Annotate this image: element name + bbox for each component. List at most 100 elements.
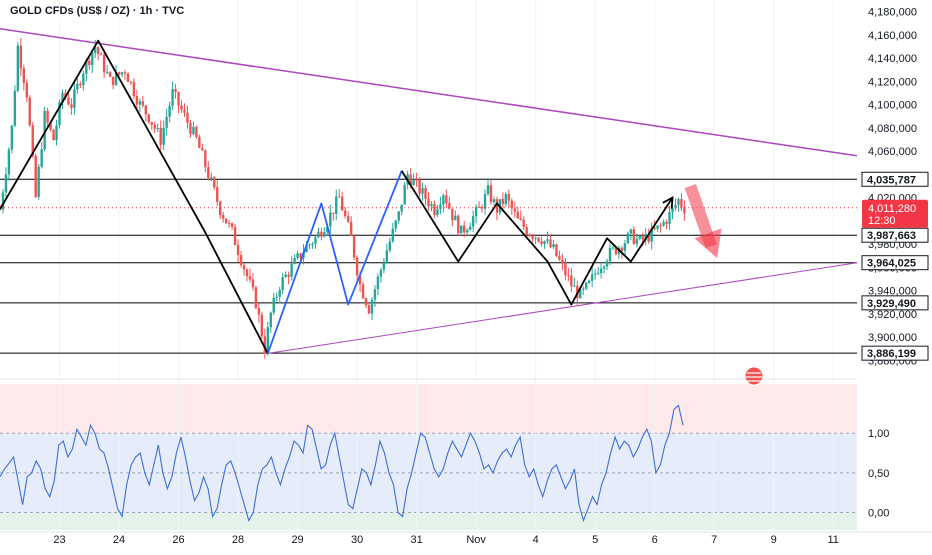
candle-body <box>442 195 445 205</box>
candle-body <box>52 129 55 141</box>
candle-body <box>55 125 58 141</box>
candle-body <box>483 194 487 209</box>
candle-body <box>263 336 267 354</box>
candle-body <box>28 97 31 126</box>
candle-body <box>370 299 374 314</box>
trendline-upper <box>0 28 858 157</box>
candle-body <box>233 226 237 246</box>
candle-body <box>445 195 448 204</box>
level-label-box <box>861 227 929 243</box>
candle-body <box>266 327 270 354</box>
candle-body <box>394 220 397 229</box>
flag-circle <box>744 366 764 386</box>
candle-body <box>430 204 433 207</box>
candle-body <box>329 212 332 227</box>
candle-body <box>421 188 424 194</box>
candle-body <box>376 276 380 290</box>
candle-body <box>22 68 26 83</box>
candle-body <box>126 73 130 82</box>
candle-body <box>602 266 606 269</box>
candle-body <box>281 277 284 291</box>
candle-body <box>587 280 591 283</box>
candle-body <box>153 124 156 129</box>
candle-body <box>460 225 463 234</box>
candle-body <box>138 101 142 105</box>
candle-body <box>335 196 338 214</box>
candle-body <box>290 263 293 277</box>
candle-body <box>424 188 427 199</box>
candle-body <box>16 45 20 91</box>
candle-body <box>183 109 186 113</box>
candle-body <box>489 185 493 203</box>
candle-body <box>31 125 34 156</box>
candle-body <box>388 241 392 251</box>
candle-body <box>224 218 228 224</box>
candle-body <box>537 237 540 242</box>
candle-body <box>207 167 210 179</box>
candle-body <box>400 204 403 212</box>
candle-body <box>0 209 2 211</box>
price-axis-tick: 4,060,000 <box>868 146 917 158</box>
candle-body <box>593 273 597 275</box>
candle-body <box>43 110 46 150</box>
candle-body <box>561 259 564 264</box>
candle-body <box>507 193 511 201</box>
candle-body <box>230 223 234 227</box>
candle-body <box>99 53 103 55</box>
candle-body <box>10 125 14 150</box>
candle-body <box>570 275 573 287</box>
candle-body <box>590 274 594 281</box>
candle-body <box>227 223 231 225</box>
time-axis-tick: 26 <box>172 534 184 546</box>
candle-body <box>358 275 362 285</box>
candle-body <box>501 199 505 205</box>
candle-body <box>204 150 207 168</box>
candle-body <box>567 275 570 277</box>
candle-body <box>477 206 481 208</box>
candle-body <box>195 126 198 138</box>
candle-body <box>61 93 64 103</box>
candle-body <box>564 263 567 276</box>
candle-body <box>346 216 350 222</box>
time-axis-tick: 30 <box>351 534 363 546</box>
candle-body <box>201 147 204 151</box>
candle-body <box>668 212 671 224</box>
candle-body <box>299 253 302 258</box>
price-axis-tick: 4,100,000 <box>868 100 917 112</box>
candle-body <box>385 250 389 264</box>
candle-body <box>287 274 290 277</box>
candle-body <box>236 245 240 256</box>
price-axis-tick: 3,900,000 <box>868 332 917 344</box>
oscillator-axis-tick: 0,00 <box>868 508 889 520</box>
candle-body <box>361 284 365 299</box>
level-label-box <box>861 171 929 187</box>
forecast-arrow-head <box>694 228 722 259</box>
candle-body <box>623 243 627 251</box>
candle-body <box>638 235 641 239</box>
candle-body <box>403 184 406 205</box>
candle-body <box>105 72 109 74</box>
candle-body <box>317 231 320 238</box>
candle-body <box>278 290 281 297</box>
candle-body <box>111 76 115 85</box>
candle-body <box>120 72 124 75</box>
candle-body <box>531 236 534 239</box>
oscillator-axis-tick: 0,50 <box>868 468 889 480</box>
time-axis-tick: 24 <box>113 534 125 546</box>
candle-body <box>305 245 308 253</box>
price-axis-tick: 4,160,000 <box>868 30 917 42</box>
candle-body <box>436 209 439 215</box>
candle-body <box>519 218 522 220</box>
candle-body <box>355 257 359 276</box>
price-axis-tick: 4,140,000 <box>868 53 917 65</box>
candle-body <box>257 308 261 315</box>
candle-body <box>382 263 386 270</box>
candle-body <box>293 257 296 264</box>
candle-body <box>150 122 153 125</box>
candle-body <box>352 235 356 258</box>
time-axis-tick: 5 <box>592 534 598 546</box>
candle-body <box>159 128 162 145</box>
candle-body <box>162 127 165 145</box>
candle-body <box>454 215 457 221</box>
